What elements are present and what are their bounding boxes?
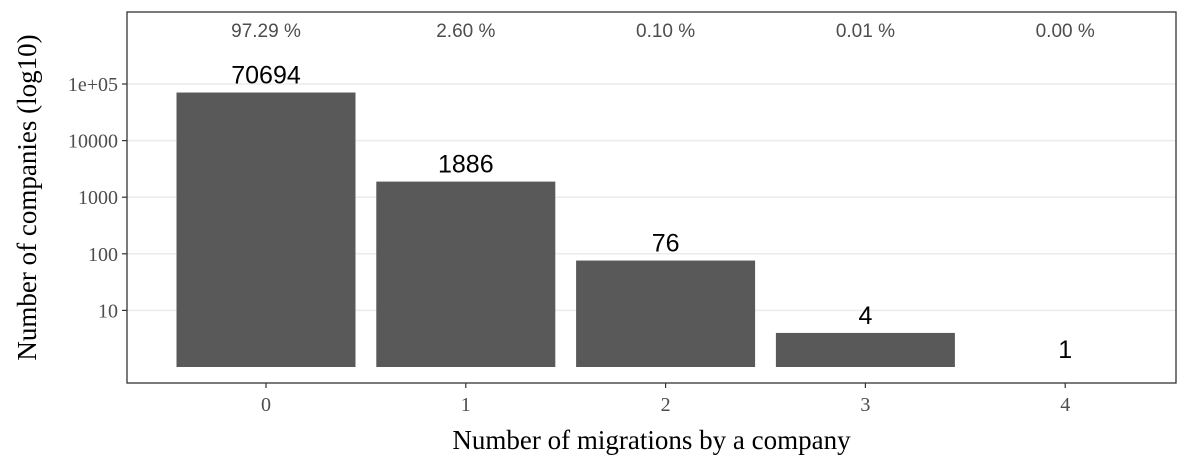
data-label: 70694 <box>231 62 301 90</box>
y-tick-label: 1000 <box>78 187 118 209</box>
y-tick-label: 100 <box>88 244 118 266</box>
y-tick-label: 1e+05 <box>68 74 118 96</box>
bar <box>176 92 356 367</box>
y-axis-title: Number of companies (log10) <box>12 34 42 360</box>
value-labels: 70694 1886 76 4 1 <box>231 62 1072 364</box>
percent-label: 0.01 % <box>836 21 895 42</box>
x-tick-label: 4 <box>1060 394 1070 416</box>
data-label: 1886 <box>438 151 494 179</box>
data-label: 4 <box>858 302 872 330</box>
bar <box>775 332 955 367</box>
x-tick-label: 1 <box>461 394 471 416</box>
percent-labels: 97.29 % 2.60 % 0.10 % 0.01 % 0.00 % <box>231 21 1095 42</box>
x-tick-label: 0 <box>261 394 271 416</box>
bar <box>376 181 556 367</box>
y-tick-label: 10000 <box>68 131 118 153</box>
percent-label: 2.60 % <box>436 21 495 42</box>
data-label: 1 <box>1058 336 1072 364</box>
percent-label: 0.10 % <box>636 21 695 42</box>
y-axis: 10 100 1000 10000 1e+05 <box>68 74 127 322</box>
x-axis-title: Number of migrations by a company <box>452 425 851 455</box>
data-label: 76 <box>652 230 680 258</box>
y-tick-label: 10 <box>98 300 118 322</box>
bars <box>176 92 955 367</box>
x-tick-label: 2 <box>661 394 671 416</box>
x-tick-label: 3 <box>860 394 870 416</box>
percent-label: 97.29 % <box>231 21 301 42</box>
bar <box>576 260 756 367</box>
percent-label: 0.00 % <box>1036 21 1095 42</box>
x-axis: 0 1 2 3 4 <box>261 383 1070 416</box>
